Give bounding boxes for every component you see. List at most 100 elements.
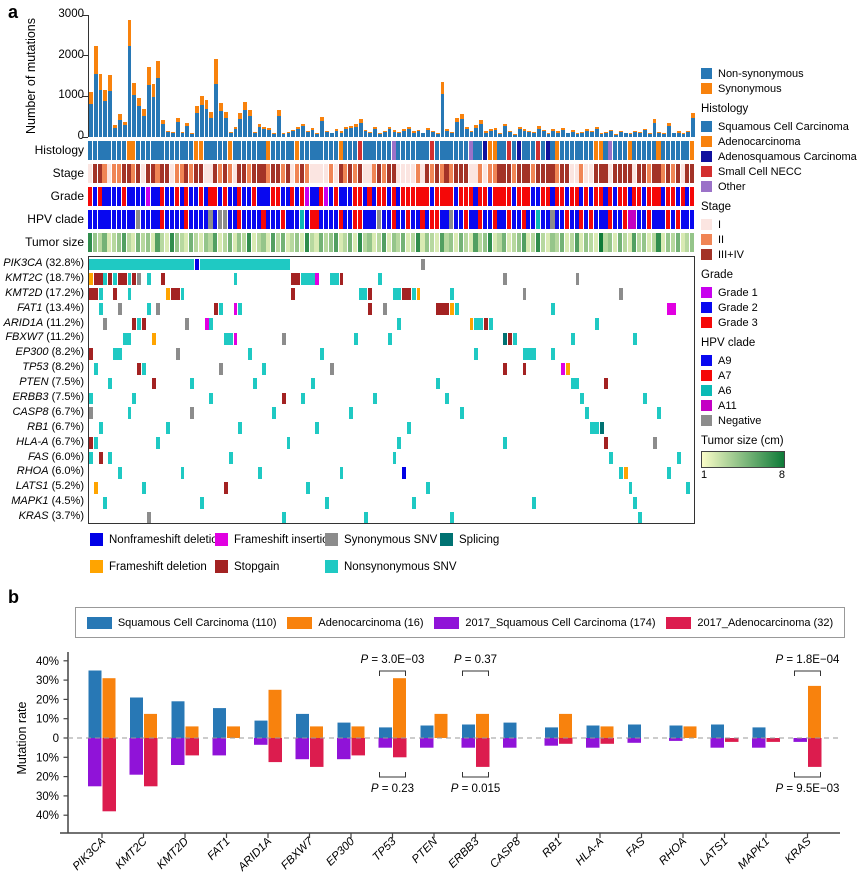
oncoprint-cell: [300, 392, 305, 405]
oncoprint-cell: [223, 481, 228, 494]
cell: [179, 164, 184, 183]
cell: [593, 164, 598, 183]
cell: [617, 233, 623, 252]
mutation-legend-item: Nonsynonymous SNV: [325, 560, 457, 573]
track-label: Tumor size: [25, 235, 84, 249]
legend-swatch: [215, 533, 228, 546]
cell: [458, 233, 464, 252]
cell: [613, 233, 618, 252]
cell: [338, 210, 343, 229]
cell: [531, 164, 536, 183]
cell: [555, 141, 560, 160]
cell: [165, 210, 170, 229]
oncoprint-cell: [190, 407, 195, 420]
cell: [169, 187, 174, 206]
bar-2017-scc: [337, 738, 351, 760]
cell: [352, 187, 358, 206]
cell: [540, 233, 545, 252]
oncoprint-cell: [137, 362, 142, 375]
cell: [198, 141, 203, 160]
cell: [458, 187, 464, 206]
oncoprint-cell: [594, 318, 599, 330]
cell: [290, 187, 295, 206]
mutation-count-bar: [633, 130, 638, 137]
legend-swatch: [701, 355, 712, 366]
mutation-count-bar: [286, 132, 291, 137]
cell: [179, 187, 184, 206]
cell: [179, 210, 184, 229]
oncoprint-cell: [89, 452, 93, 464]
cell: [584, 164, 589, 183]
bar-scc: [130, 697, 143, 738]
cell: [627, 233, 632, 252]
cell: [589, 210, 594, 229]
cell: [420, 233, 425, 252]
oncoprint-cell: [291, 288, 296, 301]
mutation-count-bar: [329, 132, 334, 137]
cell: [550, 164, 555, 183]
cell: [497, 164, 502, 183]
cell: [193, 210, 199, 229]
oncoprint-cell: [93, 273, 103, 286]
cell: [458, 164, 464, 183]
cell: [377, 233, 382, 252]
mutation-count-bar: [257, 124, 262, 137]
cell: [651, 210, 656, 229]
oncoprint-cell: [628, 481, 633, 494]
oncoprint-cell: [108, 273, 113, 286]
cell: [415, 164, 420, 183]
mutation-count-bar: [580, 132, 585, 137]
cell: [246, 141, 252, 160]
cell: [608, 233, 613, 252]
cell: [675, 233, 680, 252]
cell: [642, 233, 647, 252]
bar-2017-adeno: [351, 738, 365, 756]
gene-tick-label: ARID1A: [236, 835, 275, 874]
cell: [338, 141, 343, 160]
cell: [454, 210, 459, 229]
mutation-legend-item: Frameshift insertion: [215, 533, 335, 546]
cell: [246, 187, 252, 206]
cell: [299, 210, 305, 229]
oncoprint-cell: [474, 318, 484, 330]
oncoprint-cell: [310, 377, 315, 390]
mutation-count-bar: [546, 133, 551, 137]
mutation-count-bar: [339, 131, 344, 137]
cell: [261, 164, 266, 183]
cell: [367, 164, 372, 183]
cell: [304, 210, 309, 229]
cell: [256, 233, 261, 252]
oncoprint-cell: [117, 466, 122, 479]
cell: [651, 164, 656, 183]
cell: [208, 164, 213, 183]
oncoprint-cell: [180, 288, 185, 301]
cell: [377, 164, 382, 183]
cell: [107, 233, 112, 252]
bar-scc: [462, 724, 475, 738]
bar-2017-adeno: [600, 738, 614, 744]
cell: [555, 233, 560, 252]
cell: [179, 233, 184, 252]
cell: [617, 210, 623, 229]
oncoprint-cell: [98, 452, 103, 464]
legend-swatch: [701, 302, 712, 313]
oncoprint-cell: [378, 273, 382, 286]
cell: [690, 210, 695, 229]
legend-section-title: Histology: [701, 103, 749, 115]
cell: [150, 164, 155, 183]
oncoprint-cell: [570, 332, 575, 345]
cell: [242, 164, 247, 183]
mutation-count-bar: [219, 102, 223, 137]
cell: [492, 164, 497, 183]
cell: [473, 141, 478, 160]
cell: [458, 210, 464, 229]
cell: [193, 233, 199, 252]
oncoprint-cell: [406, 422, 411, 435]
oncoprint-cell: [252, 377, 257, 390]
mutation-count-bar: [570, 130, 575, 137]
cell: [487, 210, 492, 229]
bar-scc: [628, 724, 641, 738]
cell: [415, 141, 420, 160]
oncoprint-cell: [219, 303, 223, 316]
oncoprint-cell: [474, 347, 479, 360]
